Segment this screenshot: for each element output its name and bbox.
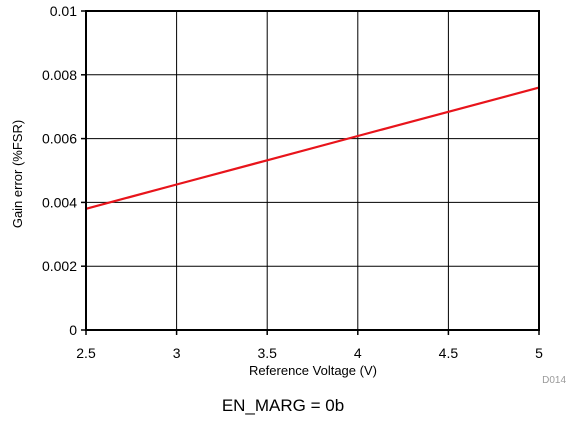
x-axis-label: Reference Voltage (V) [249,363,377,378]
y-tick-label: 0.004 [42,194,77,210]
x-tick-label: 4 [354,345,362,361]
x-tick-label: 5 [535,345,543,361]
grid-lines [85,10,540,331]
chart-caption: EN_MARG = 0b [221,396,345,415]
plot-frame [85,10,540,331]
x-tick-label: 3 [173,345,181,361]
x-tick-label: 4.5 [439,345,459,361]
x-tick-label: 3.5 [257,345,277,361]
y-tick-label: 0 [69,322,77,338]
y-tick-label: 0.006 [42,131,77,147]
y-tick-label: 0.008 [42,67,77,83]
series-line [85,86,540,210]
x-tick-labels: 2.5 3 3.5 4 4.5 5 [76,345,543,361]
y-tick-label: 0.01 [50,3,77,19]
y-tick-labels: 0 0.002 0.004 0.006 0.008 0.01 [42,3,77,338]
tick-marks [81,10,540,335]
series-group [85,86,540,210]
y-tick-label: 0.002 [42,258,77,274]
figure-id: D014 [542,375,566,386]
y-axis-label: Gain error (%FSR) [10,120,25,228]
x-tick-label: 2.5 [76,345,96,361]
